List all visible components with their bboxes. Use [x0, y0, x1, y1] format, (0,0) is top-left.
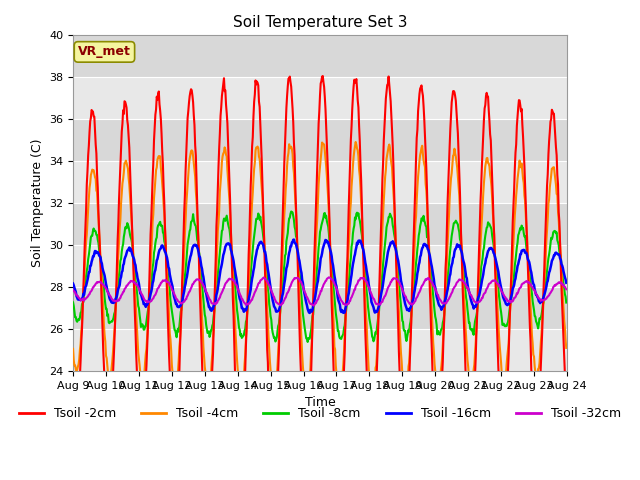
Bar: [73, 77, 567, 120]
Legend: Tsoil -2cm, Tsoil -4cm, Tsoil -8cm, Tsoil -16cm, Tsoil -32cm: Tsoil -2cm, Tsoil -4cm, Tsoil -8cm, Tsoi…: [14, 402, 626, 425]
X-axis label: Time: Time: [305, 396, 335, 409]
Title: Soil Temperature Set 3: Soil Temperature Set 3: [233, 15, 407, 30]
Text: VR_met: VR_met: [78, 46, 131, 59]
Y-axis label: Soil Temperature (C): Soil Temperature (C): [31, 139, 44, 267]
Bar: [73, 161, 567, 203]
Bar: [73, 245, 567, 287]
Bar: [73, 329, 567, 371]
